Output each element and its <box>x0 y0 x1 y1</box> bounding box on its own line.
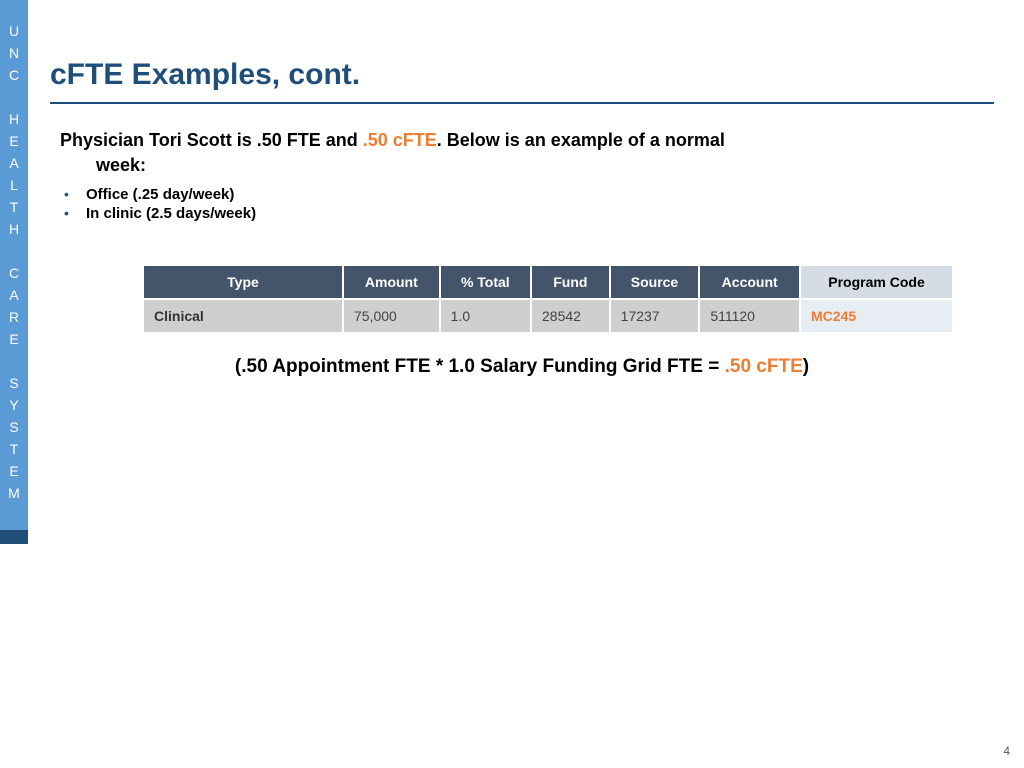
bullet-icon: • <box>60 186 86 202</box>
table-header-row: Type Amount % Total Fund Source Account … <box>143 265 953 299</box>
td-account: 511120 <box>699 299 800 333</box>
bullet-text: Office (.25 day/week) <box>86 186 234 203</box>
sidebar-accent <box>0 530 28 544</box>
bullet-list: • Office (.25 day/week) • In clinic (2.5… <box>50 186 994 222</box>
list-item: • In clinic (2.5 days/week) <box>60 205 994 222</box>
title-rule <box>50 102 994 104</box>
formula-prefix: (.50 Appointment FTE * 1.0 Salary Fundin… <box>235 356 725 377</box>
th-pct: % Total <box>440 265 531 299</box>
td-amount: 75,000 <box>343 299 440 333</box>
intro-prefix: Physician Tori Scott is .50 FTE and <box>60 130 363 150</box>
td-fund: 28542 <box>531 299 610 333</box>
intro-line2: week: <box>60 153 994 178</box>
bullet-text: In clinic (2.5 days/week) <box>86 205 256 222</box>
th-program: Program Code <box>800 265 953 299</box>
intro-text: Physician Tori Scott is .50 FTE and .50 … <box>50 128 994 178</box>
td-source: 17237 <box>610 299 700 333</box>
table-row: Clinical 75,000 1.0 28542 17237 511120 M… <box>143 299 953 333</box>
th-source: Source <box>610 265 700 299</box>
td-type: Clinical <box>143 299 343 333</box>
list-item: • Office (.25 day/week) <box>60 186 994 203</box>
page-number: 4 <box>1003 744 1010 758</box>
th-fund: Fund <box>531 265 610 299</box>
data-table-wrap: Type Amount % Total Fund Source Account … <box>142 264 954 334</box>
bullet-icon: • <box>60 205 86 221</box>
formula-highlight: .50 cFTE <box>725 356 803 377</box>
th-amount: Amount <box>343 265 440 299</box>
page-title: cFTE Examples, cont. <box>50 58 994 102</box>
intro-highlight: .50 cFTE <box>363 130 437 150</box>
formula-text: (.50 Appointment FTE * 1.0 Salary Fundin… <box>50 356 994 378</box>
td-pct: 1.0 <box>440 299 531 333</box>
intro-suffix: . Below is an example of a normal <box>437 130 725 150</box>
data-table: Type Amount % Total Fund Source Account … <box>142 264 954 334</box>
th-account: Account <box>699 265 800 299</box>
slide-content: cFTE Examples, cont. Physician Tori Scot… <box>50 58 994 378</box>
td-program: MC245 <box>800 299 953 333</box>
sidebar-label: UNC HEALTH CARE SYSTEM <box>6 23 22 507</box>
th-type: Type <box>143 265 343 299</box>
sidebar-band: UNC HEALTH CARE SYSTEM <box>0 0 28 530</box>
formula-suffix: ) <box>803 356 809 377</box>
